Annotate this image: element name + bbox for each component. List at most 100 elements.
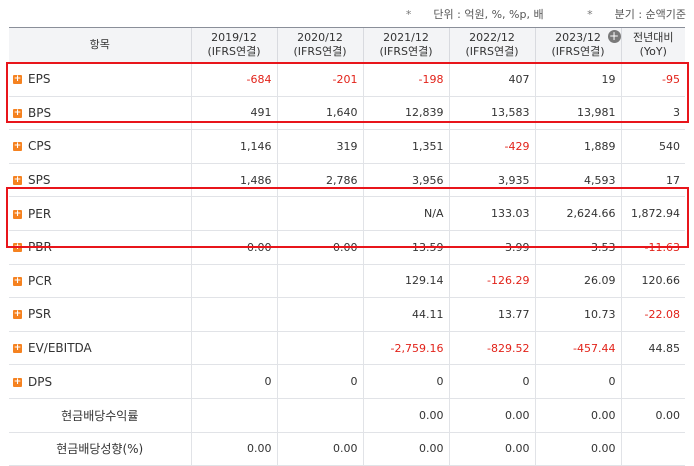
table-cell: 4,593 bbox=[534, 163, 621, 198]
table-row: + CPS 1,146 319 1,351 -429 1,889 540 bbox=[9, 129, 685, 164]
table-cell: N/A bbox=[362, 196, 449, 231]
table-cell: 13.77 bbox=[448, 297, 535, 332]
table-cell: 0.00 bbox=[190, 432, 277, 466]
table-cell bbox=[620, 364, 685, 399]
plus-square-icon[interactable]: + bbox=[13, 343, 22, 354]
table-row: + PSR 44.11 13.77 10.73 -22.08 bbox=[9, 297, 685, 332]
table-cell: 0.00 bbox=[276, 230, 363, 265]
table-cell: 0.00 bbox=[448, 398, 535, 433]
row-label-text: PSR bbox=[28, 307, 52, 322]
financial-ratio-table: 항목 2019/12 (IFRS연결) 2020/12 (IFRS연결) 2021/… bbox=[9, 27, 685, 466]
row-label-text: PER bbox=[28, 206, 52, 221]
period-note: * 분기 : 순액기준 bbox=[567, 8, 686, 21]
table-cell: -684 bbox=[190, 62, 277, 97]
table-cell: 1,351 bbox=[362, 129, 449, 164]
table-cell: -457.44 bbox=[534, 331, 621, 366]
plus-square-icon[interactable]: + bbox=[13, 141, 22, 152]
table-cell: 13,583 bbox=[448, 96, 535, 131]
table-row: + BPS 491 1,640 12,839 13,583 13,981 3 bbox=[9, 96, 685, 131]
table-cell: -22.08 bbox=[620, 297, 685, 332]
plus-circle-icon[interactable]: + bbox=[607, 29, 621, 43]
table-cell: 3,956 bbox=[362, 163, 449, 198]
row-label[interactable]: + PBR bbox=[9, 230, 191, 265]
table-cell bbox=[620, 432, 685, 466]
table-cell: 0.00 bbox=[534, 432, 621, 466]
period-note-text: 분기 : 순액기준 bbox=[614, 8, 686, 21]
table-cell: 26.09 bbox=[534, 264, 621, 299]
table-cell: 2,624.66 bbox=[534, 196, 621, 231]
table-cell: -201 bbox=[276, 62, 363, 97]
table-cell: 3 bbox=[620, 96, 685, 131]
table-cell bbox=[276, 196, 363, 231]
star-icon: * bbox=[405, 8, 412, 21]
table-cell: -11.63 bbox=[620, 230, 685, 265]
plus-square-icon[interactable]: + bbox=[13, 275, 22, 286]
table-cell: 0 bbox=[534, 364, 621, 399]
star-icon: * bbox=[587, 8, 593, 21]
table-row: + PER N/A 133.03 2,624.66 1,872.94 bbox=[9, 196, 685, 231]
row-label[interactable]: + PSR bbox=[9, 297, 191, 332]
plus-square-icon[interactable]: + bbox=[13, 242, 22, 253]
table-cell: -198 bbox=[362, 62, 449, 97]
table-cell: 1,146 bbox=[190, 129, 277, 164]
row-label[interactable]: + DPS bbox=[9, 364, 191, 399]
table-cell: -95 bbox=[620, 62, 685, 97]
table-cell: 19 bbox=[534, 62, 621, 97]
plus-square-icon[interactable]: + bbox=[13, 175, 22, 186]
table-cell: 17 bbox=[620, 163, 685, 198]
table-cell bbox=[190, 297, 277, 332]
table-cell: 120.66 bbox=[620, 264, 685, 299]
plus-square-icon[interactable]: + bbox=[13, 74, 22, 85]
row-label-text: DPS bbox=[28, 374, 53, 389]
table-cell bbox=[190, 196, 277, 231]
table-cell: 0.00 bbox=[534, 398, 621, 433]
table-cell: 0 bbox=[362, 364, 449, 399]
row-label-text: CPS bbox=[28, 139, 52, 154]
table-cell: 12,839 bbox=[362, 96, 449, 131]
row-label[interactable]: + BPS bbox=[9, 96, 191, 131]
table-cell: -126.29 bbox=[448, 264, 535, 299]
table-cell: 0.00 bbox=[190, 230, 277, 265]
table-row: 현금배당수익률 0.00 0.00 0.00 0.00 bbox=[9, 398, 685, 433]
table-cell: 2,786 bbox=[276, 163, 363, 198]
table-row: + DPS 0 0 0 0 0 bbox=[9, 364, 685, 399]
table-cell: 3,935 bbox=[448, 163, 535, 198]
row-label[interactable]: + PCR bbox=[9, 264, 191, 299]
plus-square-icon[interactable]: + bbox=[13, 309, 22, 320]
table-cell: 319 bbox=[276, 129, 363, 164]
header-item: 항목 bbox=[9, 27, 191, 63]
unit-note-text: 단위 : 억원, %, %p, 배 bbox=[433, 8, 544, 21]
plus-square-icon[interactable]: + bbox=[13, 376, 22, 387]
table-cell: 1,889 bbox=[534, 129, 621, 164]
table-cell bbox=[276, 264, 363, 299]
table-row: + PBR 0.00 0.00 13.59 3.99 3.53 -11.63 bbox=[9, 230, 685, 265]
table-cell: -429 bbox=[448, 129, 535, 164]
table-row: + EV/EBITDA -2,759.16 -829.52 -457.44 44.85 bbox=[9, 331, 685, 366]
row-label-text: EPS bbox=[28, 72, 51, 87]
table-cell: 133.03 bbox=[448, 196, 535, 231]
row-label[interactable]: + SPS bbox=[9, 163, 191, 198]
table-cell: 1,640 bbox=[276, 96, 363, 131]
row-label-text: 현금배당수익률 bbox=[61, 408, 139, 423]
row-label[interactable]: + CPS bbox=[9, 129, 191, 164]
row-label-text: PBR bbox=[28, 240, 52, 255]
plus-square-icon[interactable]: + bbox=[13, 208, 22, 219]
table-cell bbox=[276, 398, 363, 433]
table-cell bbox=[190, 331, 277, 366]
table-cell: 3.99 bbox=[448, 230, 535, 265]
table-cell: 13,981 bbox=[534, 96, 621, 131]
row-label[interactable]: + EV/EBITDA bbox=[9, 331, 191, 366]
plus-square-icon[interactable]: + bbox=[13, 107, 22, 118]
row-label: 현금배당수익률 bbox=[9, 398, 191, 433]
header-row: 항목 2019/12 (IFRS연결) 2020/12 (IFRS연결) 2021/… bbox=[9, 27, 685, 63]
table-cell: 0 bbox=[276, 364, 363, 399]
table-cell: 0 bbox=[190, 364, 277, 399]
row-label[interactable]: + PER bbox=[9, 196, 191, 231]
row-label: 현금배당성향(%) bbox=[9, 432, 191, 466]
table-cell bbox=[190, 264, 277, 299]
row-label[interactable]: + EPS bbox=[9, 62, 191, 97]
table-cell: -2,759.16 bbox=[362, 331, 449, 366]
table-cell: 1,872.94 bbox=[620, 196, 685, 231]
table-cell: 44.85 bbox=[620, 331, 685, 366]
table-cell bbox=[276, 297, 363, 332]
